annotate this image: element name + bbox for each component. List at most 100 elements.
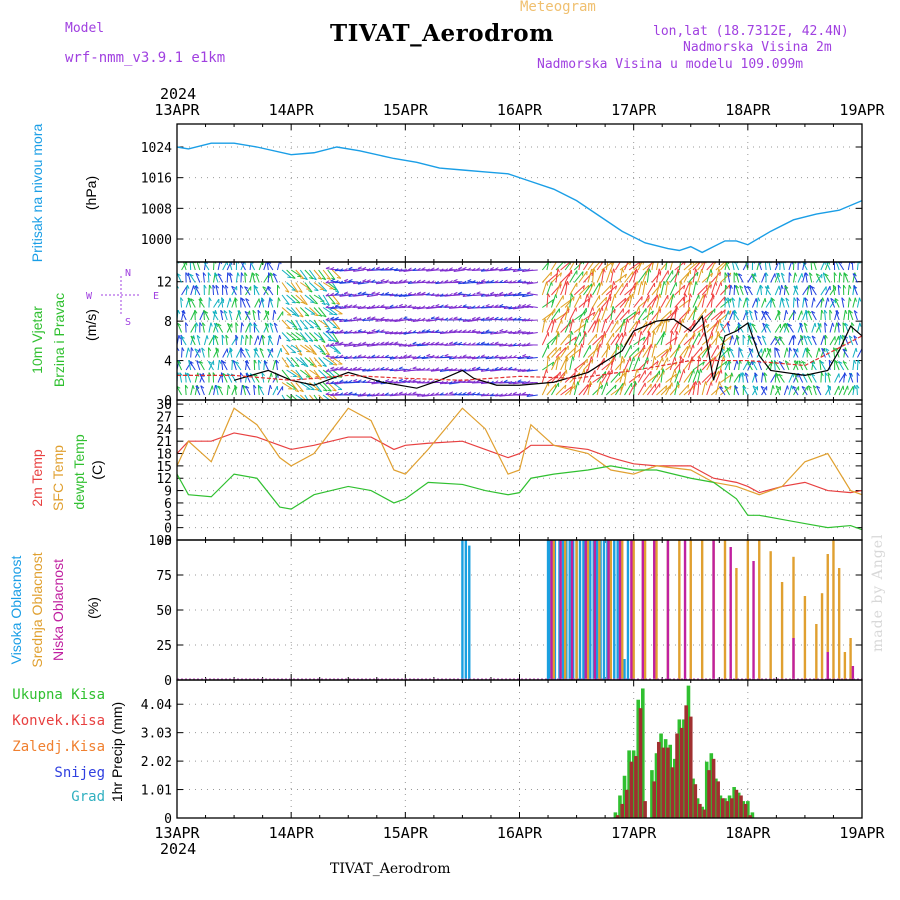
wind-barb [578,307,587,321]
wind-barb [742,372,744,383]
wind-barb [764,286,772,296]
wind-barb [371,317,383,321]
wind-barb [195,385,201,396]
wind-barb [642,370,652,383]
wind-barb [592,319,599,333]
precip-bar [679,727,684,818]
wind-barb [688,382,695,396]
wind-barb-tip [304,364,309,368]
wind-barb [739,285,744,296]
wind-barb-tip [314,388,319,391]
wind-barb-tip [362,291,367,295]
wind-barb-tip [801,386,806,389]
wind-barb [770,273,776,283]
wind-barb-tip [842,348,847,352]
wind-barb-tip [343,318,348,322]
wind-barb [827,385,831,396]
wind-barb-tip [269,297,274,301]
wind-barb [526,292,538,296]
wind-barb [624,382,633,396]
wind-barb-tip [730,284,733,289]
precip-bar [739,795,743,818]
wind-barb-tip [772,385,775,390]
wind-barb-tip [439,268,444,272]
wind-barb [550,318,556,333]
wind-barb [408,380,420,383]
wind-barb [665,262,668,271]
wind-barb [300,369,311,378]
wind-barb [560,281,567,296]
wind-barb-tip [621,355,625,361]
wind-barb [731,297,735,308]
wind-barb [834,322,838,333]
wind-barb [208,385,213,396]
wind-barb [582,368,588,383]
wind-barb [624,344,632,358]
wind-barb-tip [215,384,220,389]
wind-barb [687,281,692,296]
wind-barb-tip [407,343,412,347]
wind-barb [605,293,611,308]
wind-barb [366,332,378,335]
wind-barb-tip [855,347,858,353]
wind-barb [449,343,461,346]
wind-barb-tip [568,322,571,327]
wind-barb-tip [185,322,189,327]
wind-barb-tip [785,309,789,315]
wind-barb [272,310,275,321]
wind-barb [692,323,705,333]
wind-barb-tip [586,318,589,323]
wind-barb [304,269,314,280]
wind-barb-tip [430,392,435,396]
wind-barb-tip [620,386,623,391]
wind-barb [290,282,299,293]
wind-barb [805,310,808,321]
x-tick-label-bottom: 15APR [383,824,429,842]
wind-barb [194,309,196,321]
wind-barb-tip [604,331,607,336]
wind-barb-tip [412,391,417,395]
wind-barb-tip [339,305,344,310]
wind-barb [299,269,308,280]
wind-barb-tip [547,355,551,360]
wind-barb [793,272,796,283]
wind-barb [610,268,615,283]
wind-barb [267,297,271,308]
wind-barb-tip [430,379,435,383]
wind-barb [646,268,650,283]
wind-barb-tip [801,273,804,278]
wind-barb [221,360,224,371]
wind-barb [318,394,325,400]
wind-barb-tip [435,280,439,285]
y-tick-label: 1016 [141,172,172,187]
precip-bar [695,798,700,818]
wind-barb [825,385,831,396]
wind-barb-tip [811,335,816,339]
credit-watermark: made by Angel [870,533,886,653]
wind-barb-tip [569,319,572,324]
wind-barb [240,322,243,333]
wind-barb-tip [726,322,731,326]
wind-barb-tip [777,309,781,314]
wind-barb-tip [471,380,476,384]
wind-barb-tip [521,343,526,347]
wind-barb-tip [683,285,686,290]
cloud-bar [563,540,567,680]
wind-barb [756,297,759,308]
pressure-unit-label: (hPa) [83,176,99,210]
wind-barb [674,381,679,396]
wind-barb-tip [253,323,258,327]
wind-barb-tip [337,403,341,404]
wind-barb [281,269,292,279]
wind-barb [838,385,844,396]
cloud-bar [666,540,670,680]
wind-barb [651,308,661,321]
wind-barb-tip [398,366,403,370]
wind-barb-tip [467,305,471,310]
wind-barb-tip [291,351,296,354]
wind-barb [229,272,233,283]
wind-barb-tip [512,380,517,385]
wind-barb [642,345,651,358]
wind-barb-tip [659,281,662,286]
